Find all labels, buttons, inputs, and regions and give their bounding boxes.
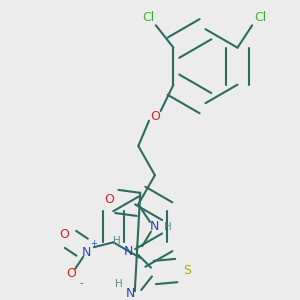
Text: -: - [80, 278, 83, 288]
Text: O: O [150, 110, 160, 123]
Text: H: H [115, 279, 123, 289]
Text: N: N [126, 287, 135, 300]
Text: +: + [90, 239, 97, 248]
Text: Cl: Cl [142, 11, 154, 24]
Text: N: N [124, 244, 133, 258]
Text: H: H [113, 236, 121, 246]
Text: Cl: Cl [254, 11, 266, 24]
Text: O: O [67, 267, 76, 280]
Text: N: N [81, 246, 91, 259]
Text: H: H [164, 222, 171, 232]
Text: S: S [183, 264, 191, 277]
Text: N: N [150, 220, 160, 233]
Text: O: O [60, 228, 70, 241]
Text: O: O [104, 193, 114, 206]
